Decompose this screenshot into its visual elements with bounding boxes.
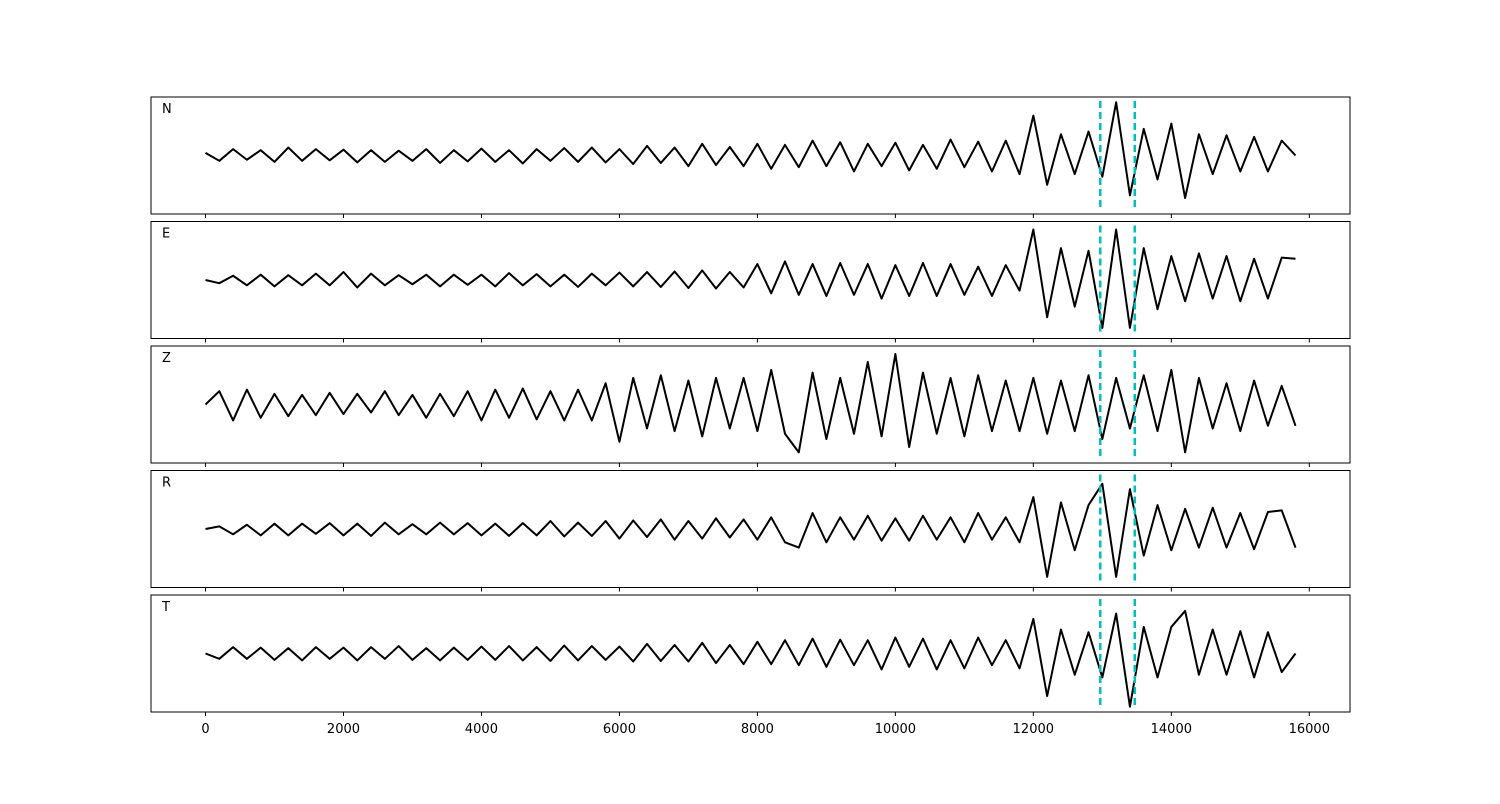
panel-label: R bbox=[162, 476, 171, 491]
panel-label: E bbox=[162, 227, 170, 242]
panel-frame bbox=[150, 345, 1351, 464]
x-tick-label: 10000 bbox=[875, 722, 916, 737]
panel-label: T bbox=[161, 600, 170, 615]
panel-label: N bbox=[162, 102, 172, 117]
panel-frame bbox=[150, 96, 1351, 215]
x-tick-label: 8000 bbox=[741, 722, 774, 737]
trace bbox=[204, 352, 1297, 454]
trace bbox=[205, 482, 1297, 578]
x-tick-label: 16000 bbox=[1289, 722, 1330, 737]
panel-frame bbox=[150, 221, 1351, 339]
panel-frame bbox=[150, 470, 1351, 588]
trace bbox=[205, 228, 1296, 329]
trace bbox=[204, 101, 1297, 200]
x-tick-label: 6000 bbox=[603, 722, 636, 737]
x-tick-label: 4000 bbox=[465, 722, 498, 737]
trace bbox=[205, 609, 1297, 708]
panel-label: Z bbox=[162, 351, 171, 366]
x-tick-label: 12000 bbox=[1013, 722, 1054, 737]
panel-frame bbox=[150, 594, 1351, 713]
x-tick-label: 0 bbox=[201, 722, 209, 737]
x-tick-label: 2000 bbox=[327, 722, 360, 737]
x-tick-label: 14000 bbox=[1151, 722, 1192, 737]
